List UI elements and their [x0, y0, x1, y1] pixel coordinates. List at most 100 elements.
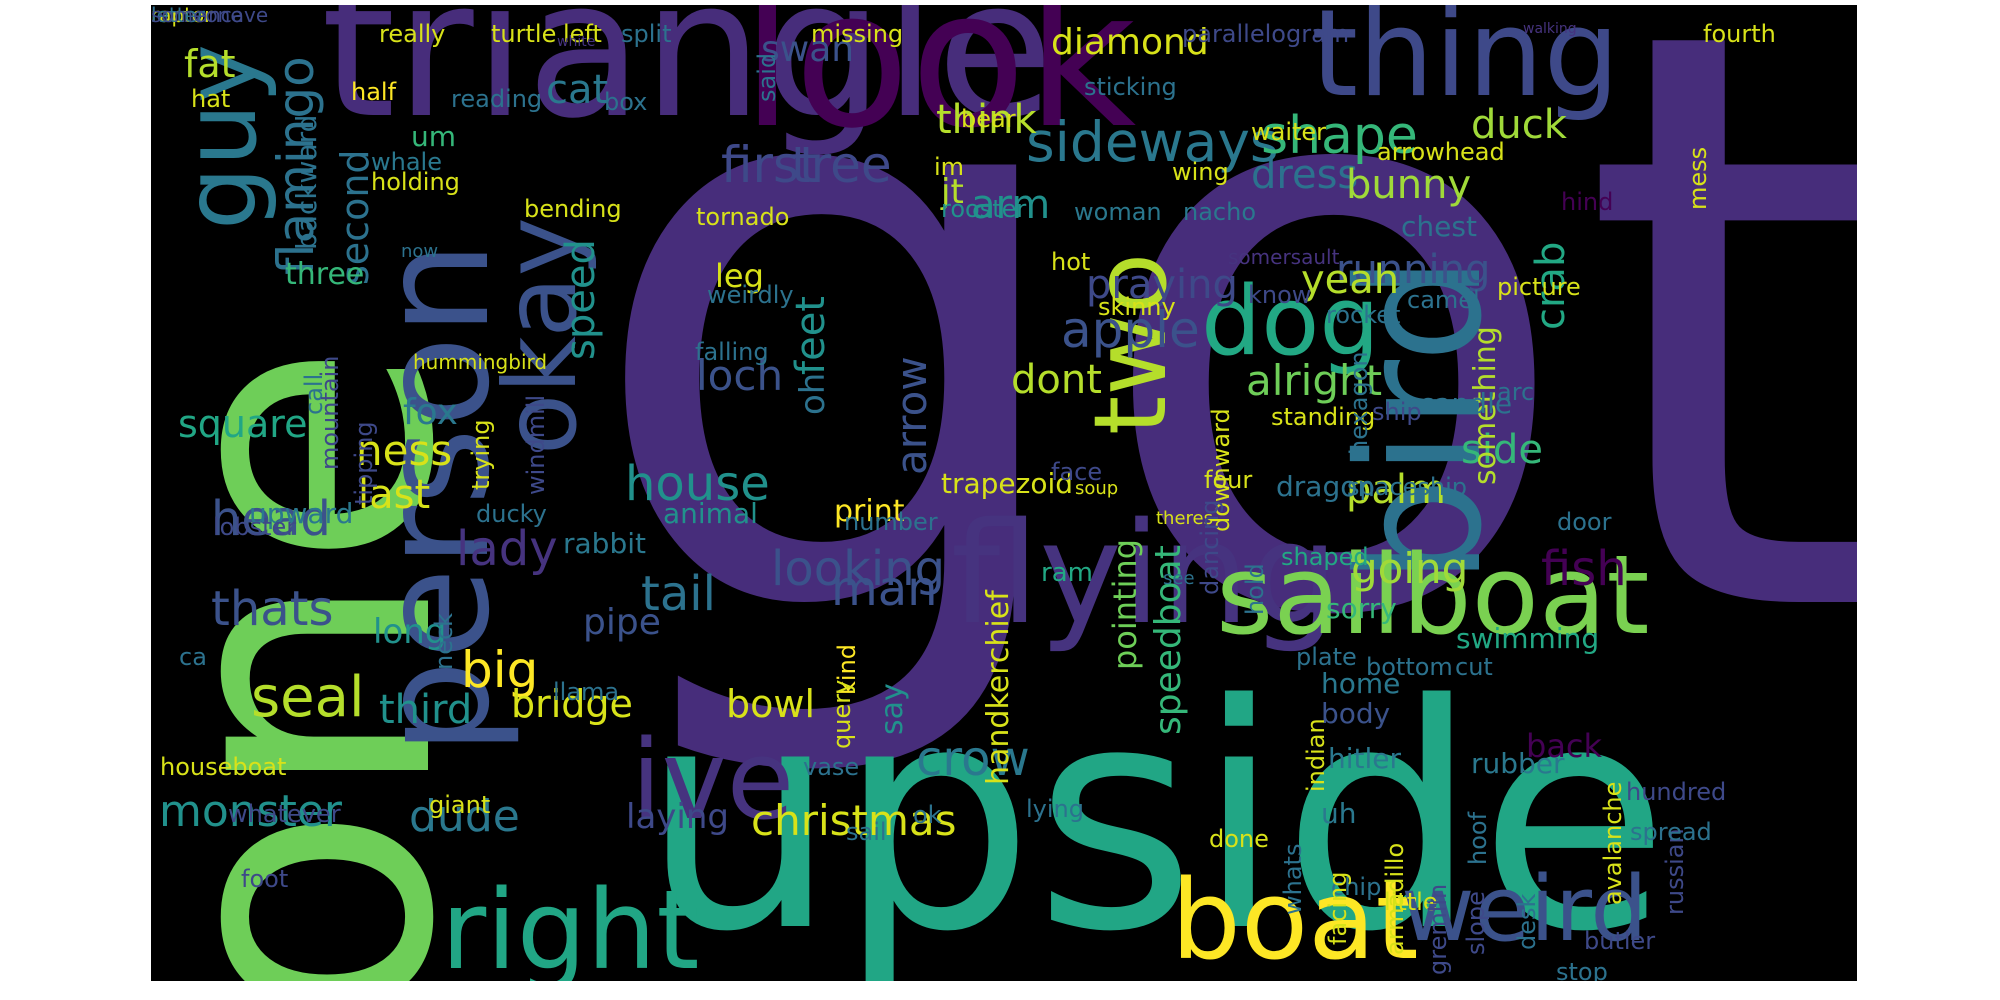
- word-fox: fox: [403, 392, 458, 433]
- word-hot: hot: [1051, 248, 1091, 276]
- word-query: query: [828, 679, 856, 749]
- word-upside: upside: [641, 639, 1670, 981]
- word-camel: camel: [1407, 286, 1480, 314]
- word-whats: whats: [1279, 843, 1307, 915]
- word-trying: trying: [467, 419, 495, 490]
- word-thats: thats: [211, 581, 334, 637]
- word-number: number: [844, 508, 938, 536]
- word-yeah: yeah: [1301, 257, 1400, 303]
- word-windmill: windmill: [522, 394, 550, 495]
- word-walking: walking: [1523, 21, 1577, 37]
- word-candle: candle: [1419, 387, 1513, 420]
- word-hummingbird: hummingbird: [413, 350, 548, 374]
- word-duck: duck: [1471, 102, 1567, 148]
- word-know: know: [1248, 281, 1312, 309]
- word-man: man: [831, 561, 938, 617]
- word-body: body: [1321, 697, 1391, 730]
- word-humancave: humancave: [151, 5, 269, 27]
- word-see: see: [1163, 568, 1195, 589]
- word-box: box: [604, 88, 648, 116]
- word-turtle: turtle: [491, 20, 557, 48]
- word-skinny: skinny: [1098, 293, 1176, 321]
- word-feet: feet: [788, 296, 834, 375]
- word-rabbit: rabbit: [563, 527, 646, 560]
- word-picture: picture: [1497, 273, 1581, 301]
- word-hitler: hitler: [1328, 742, 1402, 775]
- word-dancing: dancing: [1196, 499, 1224, 595]
- word-animal: animal: [663, 497, 758, 530]
- word-spaceship: spaceship: [1347, 473, 1468, 501]
- word-avalanche: avalanche: [1599, 781, 1627, 905]
- word-now: now: [401, 241, 439, 262]
- word-dress: dress: [1251, 152, 1359, 198]
- word-going: going: [1351, 544, 1469, 593]
- word-whale: whale: [371, 148, 442, 176]
- word-swimming: swimming: [1456, 622, 1600, 655]
- word-shape: shape: [1261, 106, 1418, 166]
- word-square: square: [178, 402, 308, 446]
- word-little: little: [1384, 888, 1438, 916]
- word-woman: woman: [1074, 198, 1162, 226]
- word-running: running: [1336, 247, 1491, 293]
- word-foot: foot: [241, 865, 289, 893]
- word-tail: tail: [641, 566, 716, 622]
- word-ness: ness: [356, 426, 453, 475]
- word-raptor: raptor: [151, 5, 213, 27]
- word-pointing: pointing: [1106, 538, 1144, 670]
- word-print: print: [834, 494, 905, 529]
- word-stop: stop: [1556, 958, 1608, 981]
- word-house: house: [625, 456, 770, 512]
- word-desk: desk: [1513, 893, 1541, 950]
- word-um: um: [411, 120, 457, 153]
- word-fish: fish: [1541, 541, 1627, 597]
- word-sailboat: sailboat: [1216, 531, 1650, 659]
- word-triangle: triangle: [321, 5, 1054, 160]
- word-monster: monster: [159, 786, 343, 837]
- word-christmas: christmas: [751, 796, 957, 845]
- word-cloud: got one upside triangle look person bird thing f…: [151, 5, 1857, 981]
- word-left: left: [563, 20, 602, 48]
- word-cat: cat: [546, 67, 609, 113]
- word-chip: chip: [1331, 873, 1382, 901]
- word-seal: seal: [251, 665, 365, 730]
- word-third: third: [379, 687, 473, 733]
- word-weirdly: weirdly: [707, 281, 794, 309]
- word-sail: sail: [846, 818, 887, 846]
- word-somersault: somersault: [1228, 245, 1340, 269]
- word-bear: bear: [961, 105, 1016, 133]
- word-tornado: tornado: [696, 203, 790, 231]
- word-dragon: dragon: [1276, 470, 1376, 503]
- word-houseboat: houseboat: [160, 753, 287, 781]
- word-slope: slope: [1462, 891, 1490, 955]
- word-praying: praying: [1086, 262, 1238, 308]
- word-ca: ca: [179, 643, 207, 671]
- word-loch: loch: [696, 351, 784, 400]
- word-first: first: [721, 136, 819, 194]
- word-trapezoid: trapezoid: [941, 467, 1074, 500]
- word-holding: holding: [371, 168, 460, 196]
- word-weird: weird: [1401, 857, 1648, 962]
- word-half: half: [351, 78, 397, 106]
- word-arrow: arrow: [887, 356, 936, 475]
- word-mess: mess: [1684, 146, 1712, 210]
- word-door: door: [1557, 508, 1612, 536]
- word-rooster: rooster: [941, 195, 1027, 223]
- word-flying: flying: [951, 493, 1339, 656]
- word-facing: facing: [1324, 871, 1352, 945]
- word-back: back: [1526, 727, 1603, 765]
- word-fourth: fourth: [1703, 20, 1776, 48]
- word-boat: boat: [1171, 856, 1419, 981]
- word-standing: standing: [1271, 403, 1376, 431]
- word-bottom: bottom: [1366, 653, 1453, 681]
- word-tipping: tipping: [350, 421, 378, 505]
- word-laying: laying: [626, 797, 729, 837]
- word-im: im: [934, 153, 965, 181]
- word-sticking: sticking: [1084, 73, 1177, 101]
- word-ram: ram: [1041, 558, 1093, 588]
- word-lobster: lobster: [213, 513, 297, 541]
- word-diamond: diamond: [1051, 22, 1209, 63]
- word-long: long: [373, 612, 447, 652]
- word-armadillo: armadillo: [1381, 842, 1409, 955]
- word-mountain: mountain: [316, 355, 344, 470]
- word-split: split: [621, 20, 672, 48]
